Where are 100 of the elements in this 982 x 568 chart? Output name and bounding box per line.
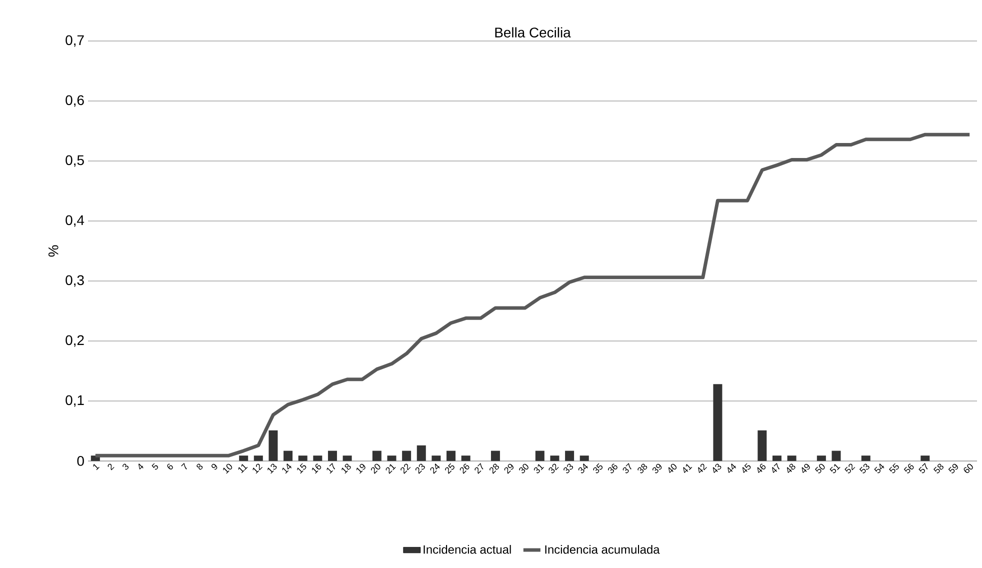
x-tick-label: 39 [652, 464, 662, 474]
y-tick-label: 0,7 [66, 35, 84, 47]
bar [550, 456, 560, 461]
bar [832, 450, 841, 461]
x-tick-label: 1 [93, 464, 100, 470]
bar [268, 430, 278, 461]
x-tick-label: 29 [504, 464, 514, 474]
y-tick-label: 0,4 [66, 215, 84, 227]
y-tick-label: 0,6 [66, 95, 84, 107]
x-tick-label: 23 [415, 464, 425, 474]
x-tick-label: 56 [904, 464, 914, 474]
legend-label: Incidencia acumulada [545, 544, 660, 554]
x-tick-label: 25 [445, 463, 454, 474]
y-tick-label: 0,5 [66, 155, 84, 167]
y-axis-title: % [48, 245, 58, 257]
x-tick-label: 50 [814, 464, 825, 474]
x-tick-label: 59 [948, 464, 958, 474]
x-tick-label: 10 [223, 464, 232, 474]
bar [239, 456, 248, 461]
y-tick-label: 0,1 [66, 395, 84, 407]
bar [535, 450, 544, 461]
x-tick-label: 11 [238, 464, 248, 474]
x-tick-label: 57 [918, 463, 928, 474]
x-tick-label: 35 [593, 463, 603, 474]
x-tick-label: 41 [683, 464, 692, 473]
x-tick-label: 2 [108, 464, 114, 470]
bar [342, 456, 352, 461]
bar [254, 456, 263, 461]
x-tick-label: 40 [668, 464, 677, 474]
x-tick-label: 38 [638, 464, 648, 474]
x-tick-label: 5 [152, 463, 158, 470]
bar [490, 450, 500, 461]
x-tick-label: 6 [167, 464, 173, 470]
x-tick-label: 58 [934, 464, 944, 474]
x-tick-label: 43 [712, 464, 722, 474]
x-tick-label: 33 [564, 464, 574, 474]
bar [387, 456, 396, 461]
bar [446, 450, 456, 461]
bar [461, 456, 470, 461]
bar [416, 445, 426, 461]
y-tick-label: 0,3 [66, 275, 84, 287]
bar [758, 430, 767, 461]
bar [328, 450, 337, 461]
y-tick-label: 0 [77, 456, 84, 466]
bar [787, 456, 796, 461]
bar [298, 456, 308, 461]
x-tick-label: 17 [326, 463, 336, 474]
x-tick-label: 49 [802, 464, 810, 474]
x-tick-label: 48 [786, 464, 796, 474]
bar [816, 456, 826, 461]
x-tick-label: 45 [742, 463, 751, 473]
legend-label: Incidencia actual [424, 544, 511, 554]
bar [772, 456, 782, 461]
x-tick-label: 32 [548, 464, 559, 474]
x-tick-label: 20 [370, 464, 380, 474]
bar [920, 456, 930, 461]
bar [861, 456, 870, 461]
x-tick-label: 47 [772, 463, 780, 473]
x-tick-label: 24 [430, 464, 440, 474]
bar [313, 456, 322, 461]
bar [565, 450, 574, 461]
x-tick-label: 42 [698, 464, 707, 474]
x-tick-label: 18 [342, 464, 351, 474]
x-tick-label: 46 [757, 464, 766, 474]
x-tick-label: 28 [490, 464, 499, 474]
x-tick-label: 9 [211, 464, 218, 470]
x-tick-label: 8 [196, 464, 203, 470]
x-tick-label: 16 [312, 464, 322, 474]
x-tick-label: 21 [386, 464, 396, 474]
x-tick-label: 27 [474, 463, 484, 474]
x-tick-label: 52 [844, 464, 856, 474]
x-tick-label: 15 [297, 463, 306, 474]
x-tick-label: 26 [460, 464, 470, 474]
x-tick-label: 22 [400, 464, 411, 474]
x-tick-label: 34 [578, 464, 588, 474]
x-tick-label: 4 [138, 463, 144, 470]
x-tick-label: 44 [728, 463, 736, 473]
bar [372, 450, 382, 461]
bar [580, 456, 589, 461]
x-tick-label: 13 [268, 464, 277, 474]
chart-title: Bella Cecilia [495, 27, 571, 38]
x-tick-label: 60 [964, 464, 973, 473]
x-tick-label: 14 [282, 463, 292, 474]
x-tick-label: 36 [608, 464, 618, 474]
x-tick-label: 12 [252, 464, 263, 474]
x-tick-label: 53 [859, 464, 870, 474]
x-tick-label: 31 [534, 464, 544, 474]
x-tick-label: 19 [356, 464, 366, 474]
x-tick-label: 30 [519, 464, 528, 474]
x-tick-label: 7 [181, 463, 187, 470]
x-tick-label: 51 [830, 464, 840, 474]
x-tick-label: 54 [874, 463, 884, 474]
x-tick-label: 55 [888, 463, 899, 474]
x-tick-label: 37 [622, 463, 632, 474]
bar [432, 456, 441, 461]
bar [402, 450, 412, 461]
y-tick-label: 0,2 [66, 335, 84, 347]
x-tick-label: 3 [122, 464, 129, 470]
bar [713, 384, 722, 461]
bar [284, 450, 293, 461]
